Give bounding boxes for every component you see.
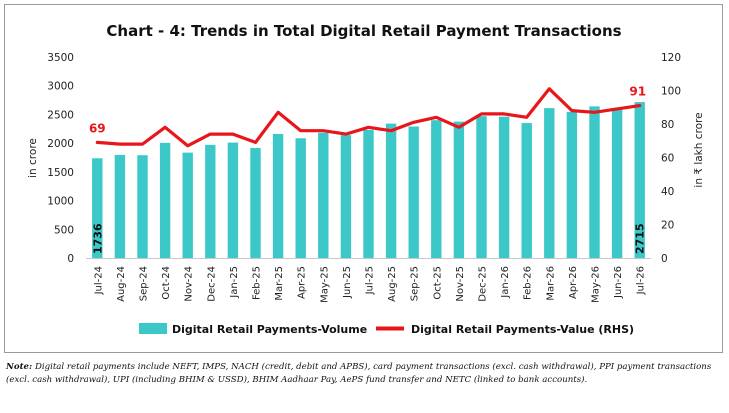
x-tick-label: Sep-25 <box>410 266 421 301</box>
y2-axis-label: in ₹ lakh crore <box>693 112 705 187</box>
y2-tick-label: 120 <box>661 52 681 64</box>
bar-data-label: 1736 <box>91 223 104 254</box>
volume-bar <box>453 121 465 258</box>
line-data-label: 91 <box>629 85 646 99</box>
x-tick-label: Jan-25 <box>229 266 240 299</box>
legend-label-value: Digital Retail Payments-Value (RHS) <box>411 323 634 336</box>
x-tick-label: Mar-25 <box>274 266 285 301</box>
value-line <box>95 87 642 148</box>
bar-data-label: 2715 <box>634 223 647 254</box>
volume-bar <box>92 158 103 258</box>
x-tick-label: Dec-24 <box>206 266 217 302</box>
x-tick-label: Feb-26 <box>523 266 534 300</box>
volume-bar <box>611 108 623 259</box>
volume-bar <box>182 152 193 258</box>
volume-bar <box>137 155 148 258</box>
chart-note: Note: Digital retail payments include NE… <box>6 361 718 387</box>
x-tick-label: Dec-25 <box>478 266 489 302</box>
x-tick-label: Mar-26 <box>545 266 556 301</box>
y2-tick-label: 40 <box>661 186 674 198</box>
volume-bar <box>363 129 374 258</box>
y2-tick-label: 80 <box>661 119 674 131</box>
y2-tick-label: 100 <box>661 86 681 98</box>
y-tick-label: 3500 <box>47 52 74 64</box>
volume-bar <box>521 123 532 259</box>
x-tick-label: Nov-25 <box>455 266 466 302</box>
volume-bar <box>589 106 600 258</box>
note-text: Digital retail payments include NEFT, IM… <box>6 362 712 385</box>
x-tick-label: Aug-25 <box>387 266 398 302</box>
y-tick-label: 2000 <box>47 138 74 150</box>
volume-bar <box>318 132 329 258</box>
volume-bar <box>431 120 442 259</box>
y-tick-label: 1500 <box>47 167 74 179</box>
x-tick-label: May-25 <box>319 266 330 303</box>
volume-bar <box>295 138 306 258</box>
x-tick-label: Apr-25 <box>297 266 308 299</box>
volume-bar <box>544 108 555 259</box>
x-tick-label: Oct-25 <box>432 266 443 300</box>
x-tick-label: Sep-24 <box>139 266 150 301</box>
x-tick-label: Jan-26 <box>500 266 511 299</box>
x-tick-label: Jul-26 <box>636 266 647 295</box>
chart-title: Chart - 4: Trends in Total Digital Retai… <box>106 22 621 40</box>
x-tick-label: Aug-24 <box>116 266 127 302</box>
volume-bar <box>227 142 239 258</box>
volume-bar <box>385 123 397 258</box>
y-tick-label: 2500 <box>47 109 74 121</box>
y-axis-label: in crore <box>27 138 39 178</box>
volume-bar <box>250 148 261 258</box>
volume-bar <box>114 154 126 258</box>
y-tick-label: 3000 <box>47 81 74 93</box>
legend-swatch-volume <box>139 323 167 334</box>
legend-label-volume: Digital Retail Payments-Volume <box>172 323 367 336</box>
x-tick-label: Jun-26 <box>613 266 624 299</box>
x-tick-label: Apr-26 <box>568 266 579 299</box>
y2-tick-label: 20 <box>661 220 674 232</box>
volume-bar <box>408 126 419 258</box>
volume-bar <box>634 102 645 259</box>
y2-tick-label: 60 <box>661 153 674 165</box>
note-label: Note: <box>6 362 33 372</box>
line-data-label: 69 <box>89 121 106 135</box>
x-tick-label: Jul-25 <box>365 266 376 295</box>
volume-bar <box>159 142 171 258</box>
y-tick-label: 500 <box>54 224 74 236</box>
volume-bar <box>476 116 487 258</box>
volume-bar <box>566 111 578 258</box>
x-tick-label: Oct-24 <box>161 266 172 300</box>
x-tick-label: Feb-25 <box>252 266 263 300</box>
x-tick-label: Nov-24 <box>184 266 195 302</box>
x-tick-label: May-26 <box>591 266 602 303</box>
y2-tick-label: 0 <box>661 253 668 265</box>
volume-bar <box>498 116 510 259</box>
x-tick-label: Jul-24 <box>93 266 104 295</box>
volume-bar <box>205 144 216 258</box>
x-tick-label: Jun-25 <box>342 266 353 299</box>
y-tick-label: 0 <box>67 253 74 265</box>
volume-bar <box>340 135 352 258</box>
y-tick-label: 1000 <box>47 196 74 208</box>
chart: Chart - 4: Trends in Total Digital Retai… <box>27 22 705 336</box>
volume-bar <box>272 133 284 258</box>
